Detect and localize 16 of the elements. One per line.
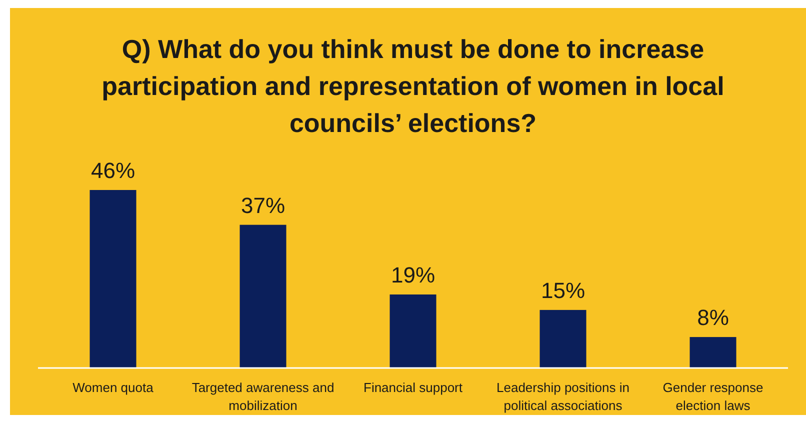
chart-title: Q) What do you think must be done to increase participation and representation of women in local councils’ elections? <box>102 34 724 138</box>
bar <box>540 310 586 368</box>
data-label: 46% <box>90 158 136 183</box>
x-tick-label: Gender response election laws <box>662 380 764 413</box>
data-label: 15% <box>540 278 586 303</box>
x-tick-label: Women quota <box>72 380 154 395</box>
bar <box>90 190 136 368</box>
x-tick-label: Leadership positions in political associations <box>496 380 630 413</box>
x-tick-label: Targeted awareness and mobilization <box>192 380 334 413</box>
bar <box>240 224 286 368</box>
bar <box>690 337 736 368</box>
data-label: 19% <box>390 262 436 288</box>
bar <box>390 294 436 368</box>
data-label: 8% <box>697 305 729 330</box>
data-label: 37% <box>240 192 286 218</box>
x-tick-label: Financial support <box>364 380 463 395</box>
